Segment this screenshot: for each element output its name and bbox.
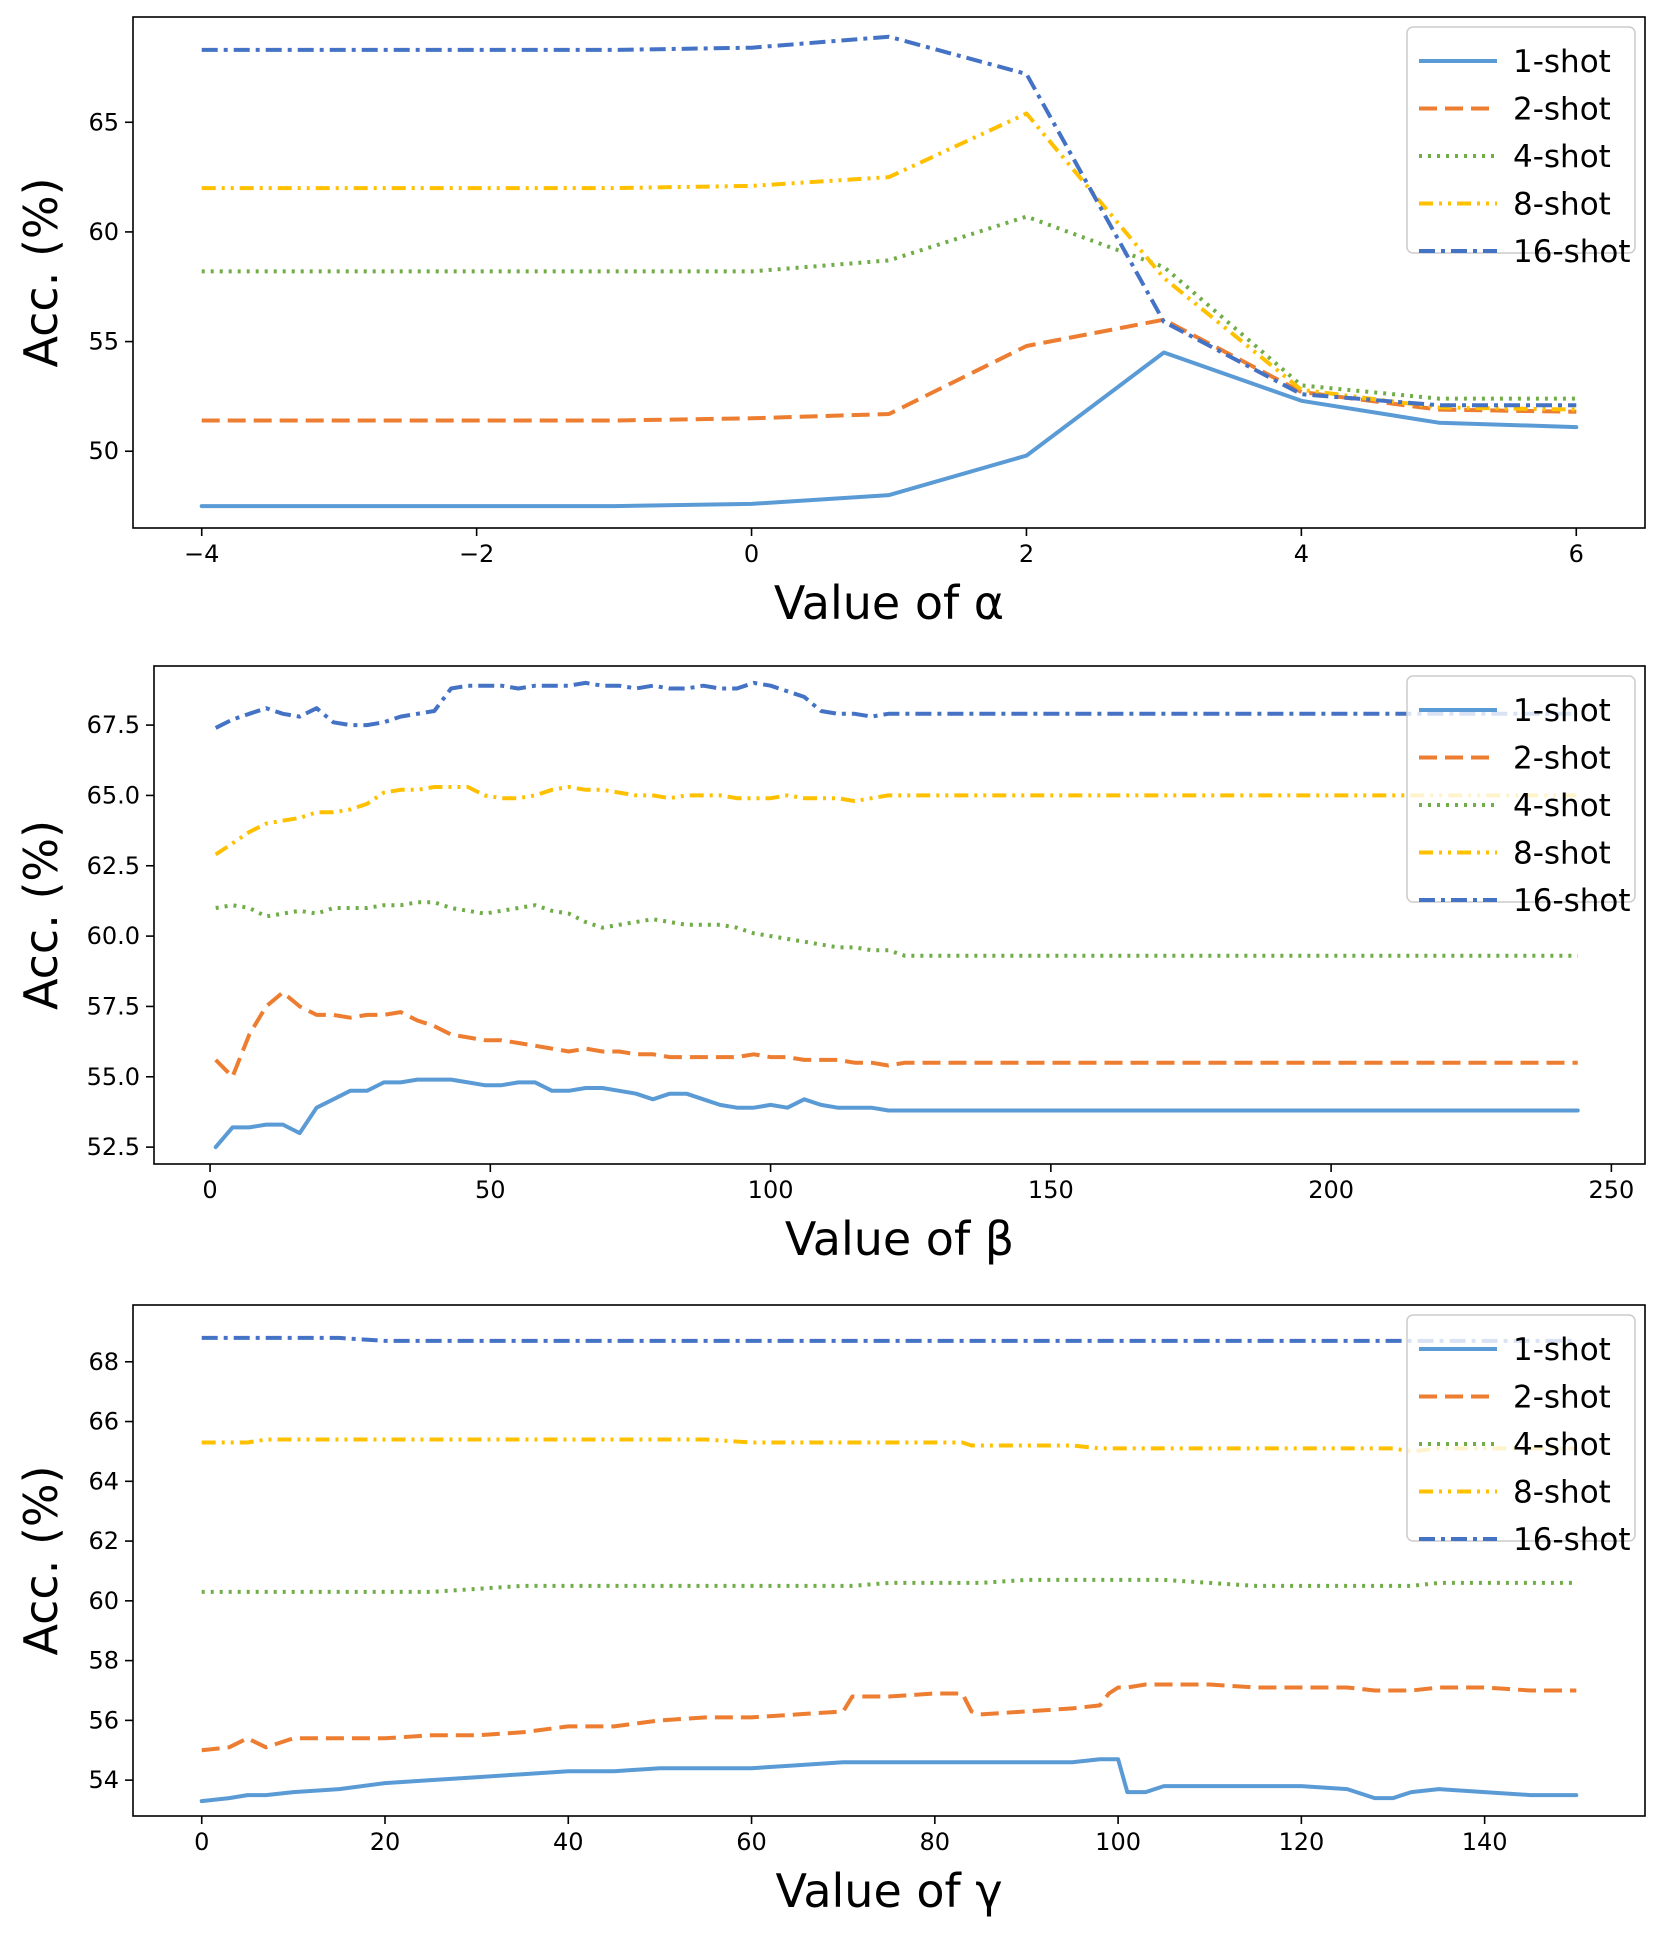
legend-label-1-shot: 1-shot	[1513, 44, 1611, 80]
x-tick-label: 140	[1462, 1828, 1508, 1856]
series-line-2-shot	[214, 990, 1578, 1079]
legend-box	[1406, 675, 1636, 903]
legend-label-8-shot: 8-shot	[1513, 1475, 1611, 1511]
y-axis-label: Acc. (%)	[14, 177, 68, 367]
y-tick-label: 67.5	[87, 711, 140, 739]
x-tick-label: 80	[920, 1828, 951, 1856]
x-tick-label: 2	[1019, 540, 1034, 568]
x-tick-label: 20	[370, 1828, 401, 1856]
charts: −4 −2 0 2 4 6 50 55 60 65 Value of α Acc. (%) 1-shot…	[14, 16, 1646, 1918]
y-tick-label: 66	[88, 1408, 119, 1436]
series-lines	[199, 34, 1579, 509]
x-tick-label: −2	[459, 540, 494, 568]
legend-label-8-shot: 8-shot	[1513, 836, 1611, 872]
y-tick-label: 65	[88, 108, 119, 136]
x-tick-label: 100	[748, 1176, 794, 1204]
y-tick-label: 65.0	[87, 781, 140, 809]
x-tick-label: 250	[1588, 1176, 1634, 1204]
legend: 1-shot 2-shot 4-shot 8-shot 16-shot	[1406, 675, 1636, 919]
plot-frame	[132, 1304, 1646, 1817]
y-tick-label: 62.5	[87, 852, 140, 880]
legend-label-4-shot: 4-shot	[1513, 788, 1611, 824]
y-tick-label: 55.0	[87, 1063, 140, 1091]
legend-label-16-shot: 16-shot	[1513, 1522, 1631, 1558]
legend-label-16-shot: 16-shot	[1513, 234, 1631, 270]
y-tick-label: 62	[88, 1527, 119, 1555]
y-axis-label: Acc. (%)	[14, 820, 68, 1010]
y-tick-label: 50	[88, 437, 119, 465]
plot-frame	[132, 16, 1646, 529]
series-line-1-shot	[199, 350, 1579, 509]
x-tick-label: 0	[202, 1176, 217, 1204]
y-tick-label: 52.5	[87, 1133, 140, 1161]
x-tick-label: 60	[736, 1828, 767, 1856]
y-tick-label: 57.5	[87, 992, 140, 1020]
legend-label-1-shot: 1-shot	[1513, 1332, 1611, 1368]
x-tick-label: 150	[1028, 1176, 1074, 1204]
legend-label-8-shot: 8-shot	[1513, 187, 1611, 223]
legend-box	[1406, 26, 1636, 254]
legend-label-1-shot: 1-shot	[1513, 693, 1611, 729]
chart-panel-1: −4 −2 0 2 4 6 50 55 60 65 Value of α Acc. (%) 1-shot…	[14, 16, 1646, 630]
y-tick-label: 68	[88, 1348, 119, 1376]
x-tick-label: −4	[184, 540, 219, 568]
series-lines	[199, 1335, 1579, 1804]
x-tick-label: 50	[475, 1176, 506, 1204]
chart-panel-2: 0 50 100 150 200 250 52.5 55.0 57.5 60.0 62.5 65.0 6…	[14, 665, 1646, 1266]
series-line-1-shot	[213, 1077, 1580, 1150]
legend-label-4-shot: 4-shot	[1513, 1427, 1611, 1463]
x-tick-label: 100	[1095, 1828, 1141, 1856]
chart-panel-3: 0 20 40 60 80 100 120 140 54 56 58 60 62 64 66 68 Value …	[14, 1304, 1646, 1918]
series-line-8-shot	[201, 111, 1577, 412]
legend-label-2-shot: 2-shot	[1513, 92, 1611, 128]
series-line-2-shot	[201, 1682, 1577, 1753]
x-tick-label: 0	[194, 1828, 209, 1856]
series-line-16-shot	[201, 34, 1577, 408]
legend-box	[1406, 1314, 1636, 1542]
y-axis-label: Acc. (%)	[14, 1465, 68, 1655]
legend-label-4-shot: 4-shot	[1513, 139, 1611, 175]
legend: 1-shot 2-shot 4-shot 8-shot 16-shot	[1406, 1314, 1636, 1558]
y-tick-label: 64	[88, 1467, 119, 1495]
x-tick-label: 6	[1569, 540, 1584, 568]
x-tick-label: 200	[1308, 1176, 1354, 1204]
series-line-16-shot	[214, 680, 1578, 730]
series-line-4-shot	[215, 900, 1578, 958]
y-tick-label: 58	[88, 1647, 119, 1675]
x-tick-label: 4	[1294, 540, 1309, 568]
y-tick-label: 60.0	[87, 922, 140, 950]
x-tick-label: 0	[744, 540, 759, 568]
series-line-8-shot	[214, 785, 1578, 857]
series-line-8-shot	[201, 1437, 1577, 1454]
x-axis-label: Value of γ	[775, 1864, 1002, 1918]
x-tick-label: 40	[553, 1828, 584, 1856]
series-lines	[213, 680, 1580, 1150]
legend-label-2-shot: 2-shot	[1513, 1380, 1611, 1416]
y-tick-label: 60	[88, 1587, 119, 1615]
y-tick-label: 55	[88, 328, 119, 356]
x-axis-label: Value of α	[774, 576, 1004, 630]
plot-frame	[153, 665, 1646, 1165]
y-tick-label: 56	[88, 1706, 119, 1734]
legend-label-2-shot: 2-shot	[1513, 741, 1611, 777]
legend-label-16-shot: 16-shot	[1513, 883, 1631, 919]
series-line-1-shot	[199, 1757, 1579, 1804]
series-line-4-shot	[201, 1577, 1577, 1594]
legend: 1-shot 2-shot 4-shot 8-shot 16-shot	[1406, 26, 1636, 270]
y-tick-label: 60	[88, 218, 119, 246]
x-tick-label: 120	[1278, 1828, 1324, 1856]
x-axis-label: Value of β	[785, 1212, 1014, 1266]
y-tick-label: 54	[88, 1766, 119, 1794]
